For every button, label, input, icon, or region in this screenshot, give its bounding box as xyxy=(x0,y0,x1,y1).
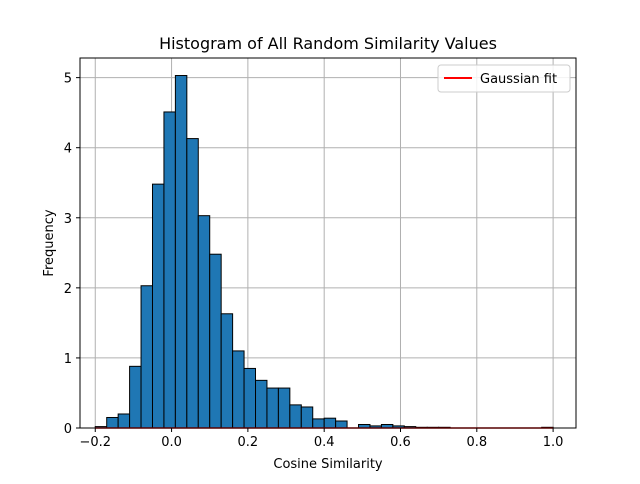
histogram-bar xyxy=(186,138,199,429)
histogram-bar xyxy=(129,365,142,429)
x-tick-label: 0.0 xyxy=(161,435,182,450)
legend-box xyxy=(437,64,571,93)
histogram-bar xyxy=(209,253,222,429)
x-axis-ticks: −0.2 0.0 0.2 0.4 0.6 0.8 1.0 xyxy=(79,428,563,450)
histogram-bar xyxy=(106,416,119,429)
histogram-bar xyxy=(266,387,279,429)
x-tick-label: 0.2 xyxy=(238,435,259,450)
histogram-bar xyxy=(151,183,165,429)
chart-title: Histogram of All Random Similarity Value… xyxy=(159,34,497,53)
histogram-bar xyxy=(312,418,325,429)
histogram-bar xyxy=(335,420,348,429)
histogram-bar xyxy=(277,387,291,429)
histogram-bar xyxy=(243,367,257,429)
x-tick-label: −0.2 xyxy=(79,435,111,450)
histogram-bar xyxy=(232,350,245,429)
histogram-bars xyxy=(94,75,554,429)
x-tick-label: 0.4 xyxy=(314,435,335,450)
y-tick-label: 4 xyxy=(64,142,72,157)
y-tick-label: 1 xyxy=(64,352,72,367)
histogram-bar xyxy=(289,404,302,429)
histogram-bar xyxy=(163,111,176,429)
y-tick-label: 0 xyxy=(64,422,72,437)
y-tick-label: 2 xyxy=(64,282,72,297)
histogram-bar xyxy=(117,413,131,429)
x-tick-label: 0.8 xyxy=(466,435,487,450)
histogram-bar xyxy=(255,379,268,429)
x-tick-label: 0.6 xyxy=(390,435,411,450)
histogram-bar xyxy=(300,406,314,429)
legend: Gaussian fit xyxy=(437,64,571,93)
legend-label-gaussian-fit: Gaussian fit xyxy=(480,72,557,87)
y-axis-label: Frequency xyxy=(42,209,57,276)
histogram-bar xyxy=(323,417,337,429)
histogram-bar xyxy=(220,313,234,429)
y-tick-label: 5 xyxy=(64,72,72,87)
histogram-bar xyxy=(197,215,211,429)
histogram-bar xyxy=(174,75,188,429)
histogram-bar xyxy=(140,285,153,429)
y-axis-ticks: 0 1 2 3 4 5 xyxy=(64,72,80,437)
plot-frame xyxy=(79,57,577,429)
y-tick-label: 3 xyxy=(64,212,72,227)
x-tick-label: 1.0 xyxy=(543,435,564,450)
x-axis-label: Cosine Similarity xyxy=(273,457,383,472)
